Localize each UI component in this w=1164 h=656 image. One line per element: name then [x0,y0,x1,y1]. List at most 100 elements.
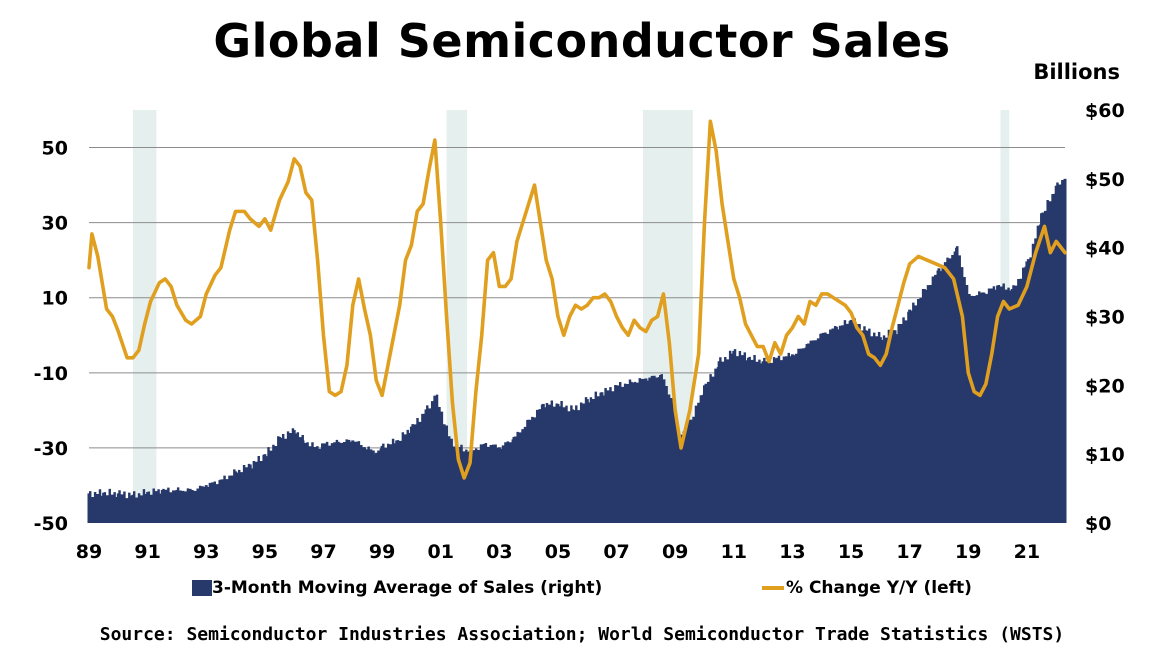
sales-bar-7 [190,489,194,523]
sales-bar-13 [278,436,282,523]
yoy-point-108 [756,346,758,348]
yoy-point-153 [1049,252,1051,254]
yoy-point-57 [451,402,453,404]
sales-bar-39 [600,392,604,523]
sales-bar-30 [468,450,472,523]
yoy-point-152 [1043,225,1045,227]
right-axis-ticks: $0 $10 $20 $30 $40 $50 $60 [1085,100,1125,535]
yoy-point-1 [91,233,93,235]
yoy-point-113 [786,334,788,336]
sales-bar-52 [776,357,780,523]
sales-bar-26 [433,395,437,523]
left-tick-label-4: -30 [34,438,68,460]
yoy-point-122 [838,300,840,302]
yoy-point-75 [557,316,559,317]
sales-bar-33 [512,436,516,523]
x-tick-label-2: 93 [193,541,219,563]
yoy-point-91 [651,319,653,321]
yoy-point-145 [991,353,993,355]
yoy-point-146 [997,316,999,317]
sales-bar-20 [363,447,367,523]
yoy-point-112 [780,353,782,355]
legend-item-sales: 3-Month Moving Average of Sales (right) [192,578,602,598]
yoy-point-19 [214,274,216,276]
sales-bar-37 [571,409,575,523]
yoy-point-142 [973,391,975,393]
yoy-point-41 [358,278,360,280]
sales-bar-69 [1025,261,1029,523]
yoy-point-21 [229,229,231,231]
yoy-point-23 [243,210,245,212]
yoy-point-70 [528,203,530,205]
yoy-point-71 [534,184,536,186]
sales-bar-15 [301,440,305,523]
yoy-point-68 [516,240,518,242]
yoy-point-105 [739,297,741,299]
yoy-point-150 [1026,285,1028,287]
yoy-point-155 [1064,252,1066,254]
yoy-point-97 [689,409,691,411]
sales-bar-43 [659,375,663,523]
left-tick-label-0: 50 [42,138,68,160]
sales-bars [87,178,1067,524]
yoy-point-56 [446,316,448,317]
yoy-point-89 [639,327,641,329]
yoy-point-53 [428,169,430,171]
yoy-point-60 [469,462,471,464]
yoy-point-34 [317,259,319,261]
yoy-point-111 [774,342,776,344]
yoy-point-114 [791,327,793,329]
x-axis-ticks: 89 91 93 95 97 99 01 03 05 07 09 11 13 15 17 19 21 [76,541,1040,563]
legend-item-yoy: % Change Y/Y (left) [762,578,972,598]
yoy-point-7 [132,357,134,359]
yoy-point-131 [891,327,893,329]
sales-bar-56 [834,326,838,523]
yoy-point-115 [797,316,799,317]
sales-bar-59 [878,337,882,523]
sales-bar-1 [102,492,106,523]
x-tick-label-16: 21 [1014,541,1040,563]
recession-band-1 [446,110,468,523]
yoy-point-2 [97,255,99,257]
sales-bar-41 [629,381,633,523]
sales-bar-17 [321,443,325,523]
yoy-line-path [87,119,1067,480]
right-tick-label-5: $50 [1085,169,1125,191]
sales-bar-34 [527,419,531,523]
recession-band-0 [132,110,157,523]
sales-bar-28 [448,440,452,523]
yoy-point-39 [346,364,348,366]
x-tick-label-15: 19 [955,541,981,563]
sales-bar-66 [981,292,985,523]
yoy-point-78 [575,304,577,306]
sales-bar-18 [336,441,340,523]
sales-bar-49 [732,350,736,523]
right-tick-label-2: $20 [1085,375,1125,397]
yoy-point-58 [457,458,459,460]
yoy-point-86 [621,327,623,329]
yoy-point-85 [616,316,618,317]
x-tick-label-12: 13 [779,541,805,563]
left-tick-label-3: -10 [34,363,68,385]
right-tick-label-4: $40 [1085,238,1125,260]
sales-bar-65 [966,295,970,523]
yoy-point-81 [592,297,594,299]
yoy-point-133 [903,282,905,284]
yoy-point-110 [768,361,770,363]
yoy-point-77 [569,316,571,317]
x-tick-label-3: 95 [252,541,278,563]
sales-bar-10 [234,471,238,523]
yoy-point-82 [598,297,600,299]
sales-bar-16 [313,447,317,523]
yoy-point-104 [733,278,735,280]
yoy-point-154 [1055,240,1057,242]
yoy-point-18 [205,293,207,295]
yoy-point-43 [369,334,371,336]
legend: 3-Month Moving Average of Sales (right) … [0,578,1164,606]
yoy-point-84 [610,300,612,302]
yoy-point-5 [117,331,119,333]
yoy-point-6 [126,357,128,359]
yoy-point-80 [586,304,588,306]
yoy-point-48 [399,304,401,306]
x-tick-label-1: 91 [134,541,160,563]
